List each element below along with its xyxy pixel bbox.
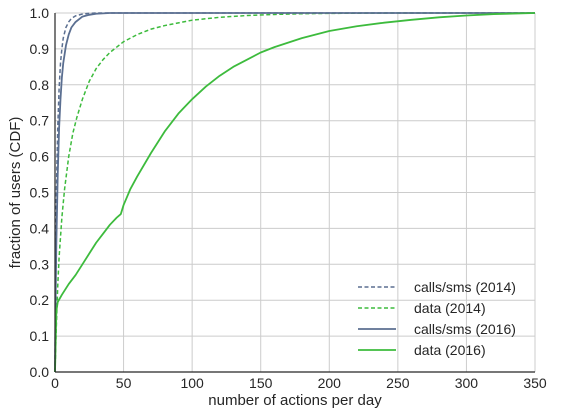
legend-label-3: data (2016): [414, 342, 486, 358]
x-tick-label: 150: [249, 375, 273, 391]
x-tick-label: 100: [180, 375, 204, 391]
y-axis-label: fraction of users (CDF): [7, 117, 24, 269]
x-tick-label: 50: [116, 375, 132, 391]
x-tick-label: 250: [386, 375, 410, 391]
x-axis-label: number of actions per day: [208, 392, 382, 409]
y-tick-label: 0.6: [30, 149, 50, 165]
y-tick-label: 0.1: [30, 328, 50, 344]
y-tick-label: 0.0: [30, 364, 50, 380]
grid: [54, 12, 536, 373]
x-tick-label: 350: [523, 375, 547, 391]
x-tick-label: 0: [51, 375, 59, 391]
tick-labels: 0 50 100 150 200 250 300 350 0.0 0.1 0.2 0.3 0.4 0.5 0…: [30, 5, 547, 391]
legend-label-0: calls/sms (2014): [414, 279, 516, 295]
x-tick-label: 200: [318, 375, 342, 391]
y-tick-label: 1.0: [30, 5, 50, 21]
legend-label-1: data (2014): [414, 300, 486, 316]
series-line-1: [54, 12, 535, 373]
series-line-3: [54, 12, 536, 373]
x-tick-label: 300: [455, 375, 479, 391]
legend: calls/sms (2014) data (2014) calls/sms (20…: [358, 279, 516, 358]
y-tick-label: 0.5: [30, 185, 50, 201]
y-tick-label: 0.8: [30, 77, 50, 93]
axes: [54, 13, 535, 373]
y-tick-label: 0.2: [30, 292, 50, 308]
y-tick-label: 0.9: [30, 41, 50, 57]
y-tick-label: 0.7: [30, 113, 50, 129]
y-tick-label: 0.4: [30, 220, 50, 236]
series-line-2: [54, 12, 535, 373]
y-tick-label: 0.3: [30, 256, 50, 272]
legend-label-2: calls/sms (2016): [414, 321, 516, 337]
series-lines: [54, 12, 536, 373]
